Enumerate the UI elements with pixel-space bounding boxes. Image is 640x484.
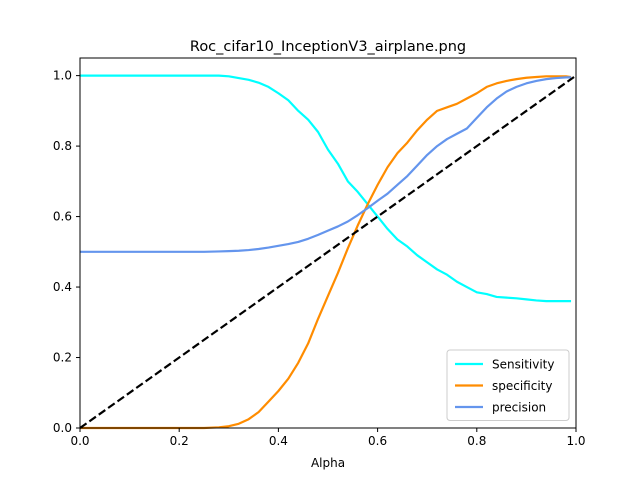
x-tick-label: 0.4 [269, 434, 288, 448]
y-tick-label: 0.0 [53, 421, 72, 435]
x-tick-label: 0.2 [170, 434, 189, 448]
x-tick-label: 0.6 [368, 434, 387, 448]
x-tick-label: 1.0 [566, 434, 585, 448]
series-layer [79, 74, 577, 430]
legend-label-precision: precision [492, 401, 546, 415]
x-axis: 0.0 0.2 0.4 0.6 0.8 1.0 [70, 428, 586, 448]
y-axis: 0.0 0.2 0.4 0.6 0.8 1.0 [53, 69, 80, 435]
y-tick-label: 0.6 [53, 210, 72, 224]
x-tick-label: 0.8 [467, 434, 486, 448]
y-tick-label: 0.4 [53, 280, 72, 294]
y-tick-label: 1.0 [53, 69, 72, 83]
plot-frame [79, 57, 577, 429]
x-axis-label: Alpha [311, 456, 345, 470]
x-tick-label: 0.0 [70, 434, 89, 448]
legend-label-sensitivity: Sensitivity [492, 358, 554, 372]
legend-box [446, 349, 570, 421]
chart-title: Roc_cifar10_InceptionV3_airplane.png [190, 39, 466, 55]
y-tick-label: 0.2 [53, 351, 72, 365]
series-line-precision [80, 76, 572, 253]
reference-diagonal-line [79, 74, 577, 429]
series-line-specificity [80, 75, 572, 430]
y-tick-label: 0.8 [53, 139, 72, 153]
legend-label-specificity: specificity [492, 379, 552, 393]
legend: Sensitivity specificity precision [446, 349, 570, 421]
